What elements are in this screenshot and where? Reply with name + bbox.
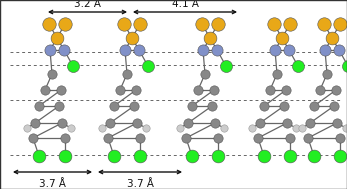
Point	[267, 88, 273, 91]
Point	[307, 122, 313, 125]
Point	[30, 136, 36, 139]
Point	[61, 49, 67, 52]
Point	[212, 122, 218, 125]
Point	[336, 49, 342, 52]
Point	[211, 88, 217, 91]
Point	[249, 126, 255, 129]
Point	[195, 88, 201, 91]
Point	[183, 136, 189, 139]
Point	[200, 49, 206, 52]
Text: 3.2 Å: 3.2 Å	[74, 0, 101, 9]
Point	[189, 105, 195, 108]
Point	[337, 136, 343, 139]
Point	[284, 122, 290, 125]
Point	[286, 49, 292, 52]
Point	[54, 36, 60, 40]
Point	[121, 22, 127, 26]
Point	[145, 64, 151, 67]
Point	[223, 64, 229, 67]
Text: 4.1 Å: 4.1 Å	[171, 0, 198, 9]
Point	[32, 122, 38, 125]
Point	[207, 36, 213, 40]
Point	[111, 105, 117, 108]
Point	[105, 136, 111, 139]
Point	[47, 49, 53, 52]
Point	[137, 154, 143, 157]
Point	[136, 49, 142, 52]
Point	[255, 136, 261, 139]
Point	[281, 105, 287, 108]
Point	[137, 22, 143, 26]
Point	[261, 105, 267, 108]
Point	[299, 126, 305, 129]
Point	[343, 126, 347, 129]
Point	[311, 154, 317, 157]
Point	[334, 122, 340, 125]
Point	[36, 105, 42, 108]
Point	[221, 126, 227, 129]
Point	[209, 105, 215, 108]
Point	[189, 154, 195, 157]
Point	[272, 49, 278, 52]
Point	[337, 154, 343, 157]
Point	[185, 122, 191, 125]
Point	[62, 136, 68, 139]
Point	[283, 88, 289, 91]
Point	[287, 22, 293, 26]
Point	[322, 49, 328, 52]
Point	[257, 122, 263, 125]
Point	[134, 122, 140, 125]
Point	[214, 49, 220, 52]
Point	[46, 22, 52, 26]
Point	[143, 126, 149, 129]
Point	[99, 126, 105, 129]
Text: 3.7 Å: 3.7 Å	[39, 179, 66, 189]
Point	[68, 126, 74, 129]
Point	[24, 126, 30, 129]
Point	[295, 64, 301, 67]
Point	[56, 105, 62, 108]
Point	[215, 154, 221, 157]
Point	[324, 73, 330, 76]
Point	[202, 73, 208, 76]
Point	[293, 126, 299, 129]
Point	[58, 88, 64, 91]
Point	[261, 154, 267, 157]
Point	[42, 88, 48, 91]
Point	[70, 64, 76, 67]
Point	[317, 88, 323, 91]
Point	[111, 154, 117, 157]
Point	[117, 88, 123, 91]
Point	[311, 105, 317, 108]
Point	[137, 136, 143, 139]
Point	[124, 73, 130, 76]
Point	[333, 88, 339, 91]
Point	[279, 36, 285, 40]
Point	[36, 154, 42, 157]
Point	[107, 122, 113, 125]
Point	[131, 105, 137, 108]
Point	[337, 22, 343, 26]
Text: 3.7 Å: 3.7 Å	[127, 179, 153, 189]
Point	[345, 64, 347, 67]
Point	[287, 154, 293, 157]
Point	[215, 136, 221, 139]
Point	[287, 136, 293, 139]
Point	[59, 122, 65, 125]
Point	[129, 36, 135, 40]
Point	[271, 22, 277, 26]
Point	[199, 22, 205, 26]
Point	[331, 105, 337, 108]
Point	[274, 73, 280, 76]
Point	[177, 126, 183, 129]
Point	[62, 22, 68, 26]
Point	[62, 154, 68, 157]
Point	[305, 136, 311, 139]
Point	[215, 22, 221, 26]
Point	[49, 73, 55, 76]
Point	[133, 88, 139, 91]
Point	[329, 36, 335, 40]
Point	[122, 49, 128, 52]
Point	[321, 22, 327, 26]
